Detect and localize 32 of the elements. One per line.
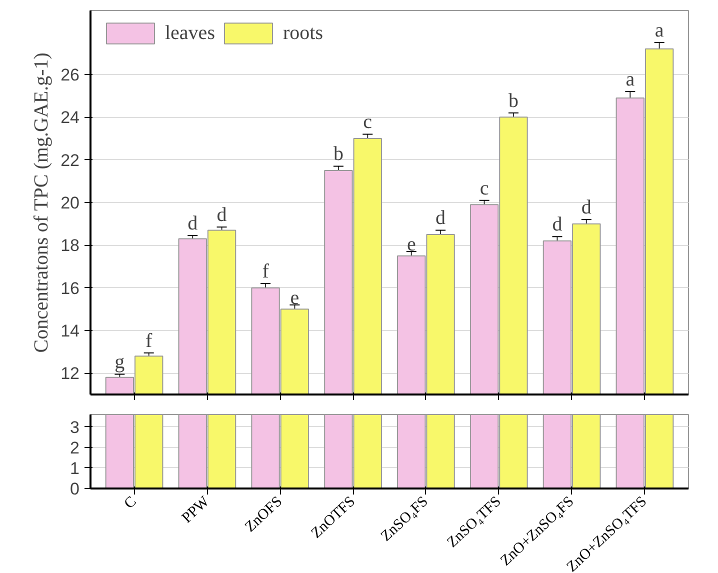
y-tick-label: 16 <box>60 278 80 298</box>
data-label: g <box>114 351 125 374</box>
y-tick-label: 0 <box>70 480 80 498</box>
legend-label: roots <box>282 22 323 44</box>
data-label: e <box>406 234 416 256</box>
category-label: C <box>121 494 140 512</box>
data-label: d <box>552 214 562 236</box>
y-tick-label: 14 <box>60 322 80 340</box>
y-tick-label: 3 <box>70 418 80 437</box>
legend-label: leaves <box>165 22 215 44</box>
data-label: b <box>333 143 344 166</box>
data-label: c <box>480 177 489 200</box>
data-label: d <box>436 207 446 230</box>
y-tick-label: 26 <box>60 66 80 84</box>
y-axis-title: Concentratons of TPC (mg.GAE.g-1) <box>30 52 53 353</box>
data-label: b <box>508 90 518 112</box>
y-tick-label: 18 <box>60 236 80 256</box>
y-tick-label: 1 <box>70 458 80 478</box>
y-tick-label: 24 <box>60 108 80 128</box>
data-label: a <box>654 20 664 42</box>
y-tick-label: 2 <box>70 438 80 458</box>
data-label: d <box>188 212 198 235</box>
y-tick-label: 20 <box>60 194 80 212</box>
data-label: d <box>216 204 227 226</box>
data-label: e <box>290 286 300 309</box>
y-tick-label: 12 <box>60 364 80 384</box>
data-label: f <box>146 330 153 352</box>
data-label: a <box>626 68 635 91</box>
data-label: f <box>262 260 270 283</box>
data-label: c <box>363 111 372 134</box>
y-tick-label: 22 <box>60 150 80 170</box>
data-label: d <box>581 196 592 219</box>
